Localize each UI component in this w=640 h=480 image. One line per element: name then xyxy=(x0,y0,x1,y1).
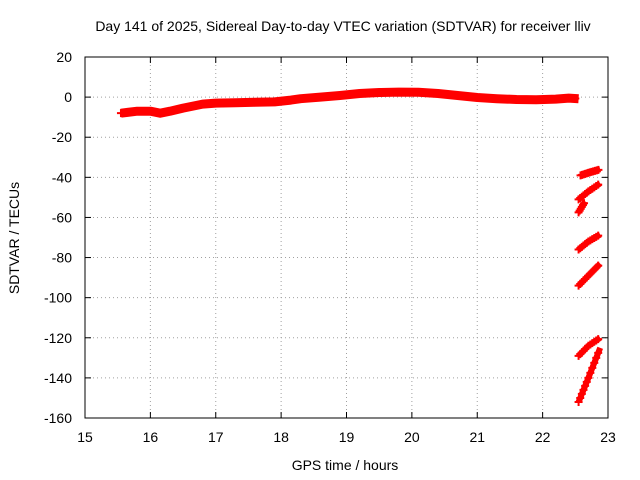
x-tick-label: 20 xyxy=(404,429,420,445)
axis-ticks: 15 16 17 18 19 20 21 22 23 20 0 -20 -40 -60 -80 -100 -12… xyxy=(44,49,616,445)
y-tick-label: 20 xyxy=(56,49,72,65)
chart-title: Day 141 of 2025, Sidereal Day-to-day VTE… xyxy=(95,18,590,34)
x-tick-label: 21 xyxy=(469,429,485,445)
y-axis-label: SDTVAR / TECUs xyxy=(6,182,22,294)
x-tick-label: 16 xyxy=(143,429,159,445)
data-point-marker xyxy=(594,261,603,270)
data-point-marker xyxy=(170,106,179,115)
data-point-marker xyxy=(581,381,590,390)
data-point-marker xyxy=(594,180,603,189)
data-point-marker xyxy=(580,199,589,208)
data-point-marker xyxy=(594,165,603,174)
data-point-marker xyxy=(165,107,174,116)
x-tick-label: 23 xyxy=(600,429,616,445)
data-series xyxy=(116,87,603,406)
data-point-marker xyxy=(594,231,603,240)
data-point-marker xyxy=(577,389,586,398)
y-tick-label: -80 xyxy=(52,250,72,266)
data-point-marker xyxy=(185,102,194,111)
data-point-marker xyxy=(590,358,599,367)
x-tick-label: 22 xyxy=(535,429,551,445)
data-point-marker xyxy=(584,373,593,382)
y-tick-label: -140 xyxy=(44,370,72,386)
data-point-marker xyxy=(594,335,603,344)
data-point-marker xyxy=(571,94,580,103)
data-point-marker xyxy=(594,348,603,357)
y-tick-label: -120 xyxy=(44,330,72,346)
x-tick-label: 17 xyxy=(208,429,224,445)
data-point-marker xyxy=(179,104,188,113)
x-axis-label: GPS time / hours xyxy=(292,457,399,473)
y-tick-label: -40 xyxy=(52,169,72,185)
data-point-marker xyxy=(592,353,601,362)
data-point-marker xyxy=(586,368,595,377)
y-tick-label: 0 xyxy=(64,89,72,105)
y-tick-label: -60 xyxy=(52,209,72,225)
data-point-marker xyxy=(192,101,201,110)
x-tick-label: 19 xyxy=(339,429,355,445)
data-point-marker xyxy=(174,105,183,114)
y-tick-label: -100 xyxy=(44,290,72,306)
data-point-marker xyxy=(588,363,597,372)
x-tick-label: 18 xyxy=(273,429,289,445)
grid-lines xyxy=(85,57,608,418)
y-tick-label: -20 xyxy=(52,129,72,145)
data-point-marker xyxy=(574,397,583,406)
x-tick-label: 15 xyxy=(77,429,93,445)
data-point-marker xyxy=(579,385,588,394)
data-point-marker xyxy=(576,393,585,402)
data-point-marker xyxy=(582,377,591,386)
y-tick-label: -160 xyxy=(44,410,72,426)
